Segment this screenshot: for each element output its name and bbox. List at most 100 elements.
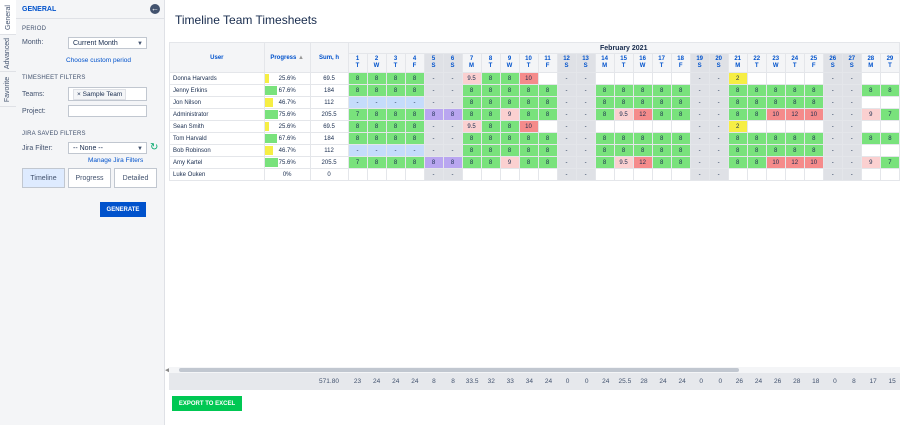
day-cell[interactable]: 12 <box>784 108 805 121</box>
day-cell[interactable]: - <box>841 120 862 133</box>
day-cell[interactable]: - <box>423 84 444 97</box>
day-cell[interactable]: 8 <box>670 156 691 169</box>
day-cell[interactable]: 8 <box>385 132 406 145</box>
table-row[interactable]: Luke Ouken 0% 0- - - - - - - - <box>169 168 900 181</box>
day-cell[interactable]: 8 <box>385 156 406 169</box>
day-cell[interactable] <box>803 168 824 181</box>
day-cell[interactable]: 8 <box>746 96 767 109</box>
day-cell[interactable]: 2 <box>727 120 748 133</box>
day-cell[interactable] <box>651 120 672 133</box>
day-cell[interactable]: 8 <box>594 156 615 169</box>
day-cell[interactable] <box>879 120 900 133</box>
day-cell[interactable]: 8 <box>499 144 520 157</box>
table-row[interactable]: Jon Nilson 46.7% 112- - - - - -8 8 8 8 8- -8 8 8 8 8- -8 8… <box>169 96 900 109</box>
day-cell[interactable] <box>860 144 881 157</box>
day-cell[interactable] <box>518 168 539 181</box>
day-cell[interactable] <box>366 168 387 181</box>
day-cell[interactable]: - <box>822 72 843 85</box>
day-cell[interactable]: 10 <box>518 72 539 85</box>
day-cell[interactable] <box>613 72 634 85</box>
day-cell[interactable]: - <box>841 108 862 121</box>
day-cell[interactable]: 7 <box>879 156 900 169</box>
day-cell[interactable] <box>879 144 900 157</box>
day-cell[interactable]: - <box>442 168 463 181</box>
day-cell[interactable] <box>784 168 805 181</box>
day-cell[interactable]: 8 <box>461 96 482 109</box>
day-cell[interactable]: - <box>708 108 729 121</box>
tab-favorite[interactable]: Favorite <box>0 72 16 107</box>
day-cell[interactable] <box>594 72 615 85</box>
day-cell[interactable]: - <box>689 132 710 145</box>
user-name[interactable]: Bob Robinson <box>169 144 265 157</box>
day-cell[interactable]: 8 <box>537 132 558 145</box>
day-cell[interactable] <box>765 72 786 85</box>
day-cell[interactable]: - <box>423 72 444 85</box>
day-cell[interactable]: - <box>708 132 729 145</box>
table-row[interactable]: Tom Harvald 67.6% 184 8 8 8 8- -8 8 8 8 8- -8 8 8 8 8- -8… <box>169 132 900 145</box>
custom-period-link[interactable]: Choose custom period <box>66 57 132 64</box>
day-cell[interactable]: 8 <box>765 84 786 97</box>
day-cell[interactable] <box>860 120 881 133</box>
table-row[interactable]: Donna Harvards 25.6% 69.5 8 8 8 8- -9.5 8 8 10- - - -… <box>169 72 900 85</box>
day-cell[interactable]: - <box>423 132 444 145</box>
day-cell[interactable] <box>765 120 786 133</box>
day-cell[interactable] <box>784 72 805 85</box>
day-cell[interactable]: 8 <box>461 144 482 157</box>
day-cell[interactable]: - <box>575 168 596 181</box>
day-cell[interactable]: 8 <box>594 132 615 145</box>
generate-button[interactable]: GENERATE <box>100 202 146 217</box>
day-cell[interactable]: - <box>822 132 843 145</box>
day-cell[interactable]: 8 <box>480 84 501 97</box>
day-cell[interactable]: 8 <box>385 108 406 121</box>
day-cell[interactable]: 8 <box>613 144 634 157</box>
day-cell[interactable]: 8 <box>765 96 786 109</box>
day-cell[interactable]: - <box>575 120 596 133</box>
day-cell[interactable]: 8 <box>499 84 520 97</box>
day-cell[interactable]: 8 <box>366 132 387 145</box>
day-cell[interactable]: - <box>689 84 710 97</box>
day-cell[interactable] <box>499 168 520 181</box>
day-cell[interactable]: 8 <box>461 84 482 97</box>
day-cell[interactable]: 8 <box>670 108 691 121</box>
day-cell[interactable]: 8 <box>366 84 387 97</box>
day-cell[interactable]: 8 <box>632 84 653 97</box>
scroll-left-icon[interactable]: ◀ <box>165 367 171 374</box>
day-cell[interactable]: 8 <box>727 108 748 121</box>
day-cell[interactable] <box>461 168 482 181</box>
day-cell[interactable]: 9 <box>860 156 881 169</box>
day-cell[interactable]: 12 <box>632 156 653 169</box>
day-cell[interactable]: 8 <box>347 132 368 145</box>
day-cell[interactable]: 8 <box>651 132 672 145</box>
day-cell[interactable]: 8 <box>499 72 520 85</box>
day-cell[interactable]: - <box>708 168 729 181</box>
day-cell[interactable]: 8 <box>499 120 520 133</box>
day-cell[interactable]: 8 <box>727 84 748 97</box>
day-cell[interactable]: 10 <box>765 108 786 121</box>
day-cell[interactable] <box>594 120 615 133</box>
day-cell[interactable]: 8 <box>518 132 539 145</box>
day-cell[interactable]: 8 <box>803 144 824 157</box>
day-cell[interactable] <box>347 168 368 181</box>
day-cell[interactable]: - <box>575 96 596 109</box>
day-cell[interactable]: - <box>442 96 463 109</box>
day-cell[interactable]: 8 <box>803 84 824 97</box>
day-cell[interactable]: 8 <box>670 132 691 145</box>
day-cell[interactable] <box>803 120 824 133</box>
day-cell[interactable]: 8 <box>347 72 368 85</box>
day-cell[interactable]: - <box>556 132 577 145</box>
day-cell[interactable]: 8 <box>518 96 539 109</box>
day-cell[interactable]: - <box>556 168 577 181</box>
day-cell[interactable]: 8 <box>746 132 767 145</box>
day-cell[interactable]: 8 <box>594 144 615 157</box>
day-cell[interactable]: 8 <box>746 144 767 157</box>
day-cell[interactable]: - <box>442 84 463 97</box>
day-cell[interactable]: 9.5 <box>461 72 482 85</box>
day-cell[interactable]: 10 <box>803 108 824 121</box>
day-cell[interactable]: - <box>575 84 596 97</box>
day-cell[interactable]: 8 <box>765 144 786 157</box>
day-cell[interactable]: 8 <box>385 120 406 133</box>
day-cell[interactable]: - <box>423 96 444 109</box>
day-cell[interactable]: - <box>556 108 577 121</box>
day-cell[interactable]: 8 <box>480 108 501 121</box>
day-cell[interactable]: - <box>575 144 596 157</box>
